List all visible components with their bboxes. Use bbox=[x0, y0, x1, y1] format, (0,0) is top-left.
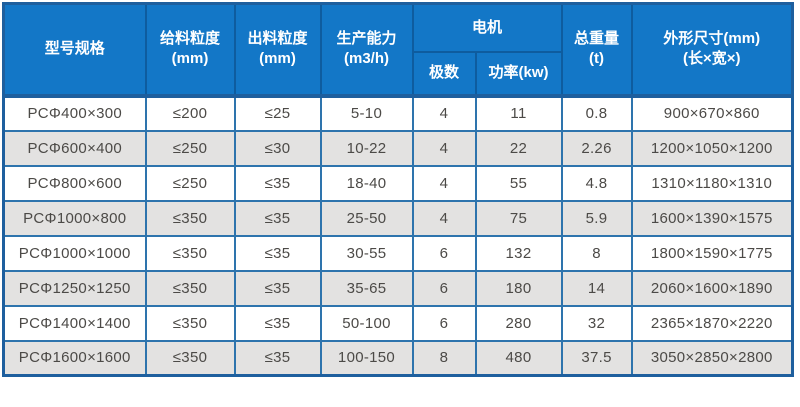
cell-poles: 6 bbox=[411, 234, 477, 272]
cell-poles: 4 bbox=[411, 94, 477, 132]
cell-model: PCΦ1000×800 bbox=[2, 199, 147, 237]
column-header-capacity: 生产能力 (m3/h) bbox=[319, 2, 414, 97]
cell-feed-size: ≤350 bbox=[144, 304, 236, 342]
cell-model: PCΦ400×300 bbox=[2, 94, 147, 132]
cell-model: PCΦ600×400 bbox=[2, 129, 147, 167]
column-header-poles: 极数 bbox=[411, 50, 477, 97]
column-header-dimensions: 外形尺寸(mm) (长×宽×) bbox=[630, 2, 794, 97]
table-body: PCΦ400×300 ≤200 ≤25 5-10 4 11 0.8 900×67… bbox=[2, 94, 794, 377]
cell-total-weight: 14 bbox=[560, 269, 633, 307]
cell-power: 55 bbox=[474, 164, 563, 202]
cell-capacity: 35-65 bbox=[319, 269, 414, 307]
cell-capacity: 100-150 bbox=[319, 339, 414, 377]
cell-capacity: 18-40 bbox=[319, 164, 414, 202]
cell-dimensions: 900×670×860 bbox=[630, 94, 794, 132]
column-header-output-size: 出料粒度 (mm) bbox=[233, 2, 322, 97]
cell-dimensions: 2365×1870×2220 bbox=[630, 304, 794, 342]
cell-capacity: 30-55 bbox=[319, 234, 414, 272]
cell-power: 75 bbox=[474, 199, 563, 237]
cell-output-size: ≤35 bbox=[233, 269, 322, 307]
cell-total-weight: 32 bbox=[560, 304, 633, 342]
cell-model: PCΦ1400×1400 bbox=[2, 304, 147, 342]
cell-output-size: ≤35 bbox=[233, 199, 322, 237]
cell-output-size: ≤35 bbox=[233, 339, 322, 377]
table-row: PCΦ1600×1600 ≤350 ≤35 100-150 8 480 37.5… bbox=[2, 339, 794, 377]
cell-dimensions: 1310×1180×1310 bbox=[630, 164, 794, 202]
cell-total-weight: 2.26 bbox=[560, 129, 633, 167]
column-header-total-weight: 总重量 (t) bbox=[560, 2, 633, 97]
cell-total-weight: 4.8 bbox=[560, 164, 633, 202]
table-row: PCΦ1000×1000 ≤350 ≤35 30-55 6 132 8 1800… bbox=[2, 234, 794, 272]
cell-output-size: ≤30 bbox=[233, 129, 322, 167]
cell-output-size: ≤25 bbox=[233, 94, 322, 132]
cell-output-size: ≤35 bbox=[233, 234, 322, 272]
table-row: PCΦ1000×800 ≤350 ≤35 25-50 4 75 5.9 1600… bbox=[2, 199, 794, 237]
cell-poles: 6 bbox=[411, 269, 477, 307]
column-header-model: 型号规格 bbox=[2, 2, 147, 97]
cell-feed-size: ≤250 bbox=[144, 129, 236, 167]
cell-capacity: 10-22 bbox=[319, 129, 414, 167]
cell-dimensions: 3050×2850×2800 bbox=[630, 339, 794, 377]
cell-poles: 4 bbox=[411, 164, 477, 202]
cell-power: 480 bbox=[474, 339, 563, 377]
column-header-feed-size: 给料粒度 (mm) bbox=[144, 2, 236, 97]
cell-poles: 6 bbox=[411, 304, 477, 342]
cell-dimensions: 2060×1600×1890 bbox=[630, 269, 794, 307]
cell-model: PCΦ1600×1600 bbox=[2, 339, 147, 377]
table-row: PCΦ400×300 ≤200 ≤25 5-10 4 11 0.8 900×67… bbox=[2, 94, 794, 132]
column-header-power: 功率(kw) bbox=[474, 50, 563, 97]
cell-power: 280 bbox=[474, 304, 563, 342]
cell-output-size: ≤35 bbox=[233, 304, 322, 342]
cell-dimensions: 1200×1050×1200 bbox=[630, 129, 794, 167]
cell-feed-size: ≤350 bbox=[144, 199, 236, 237]
cell-feed-size: ≤350 bbox=[144, 269, 236, 307]
cell-model: PCΦ1000×1000 bbox=[2, 234, 147, 272]
cell-feed-size: ≤200 bbox=[144, 94, 236, 132]
cell-total-weight: 8 bbox=[560, 234, 633, 272]
cell-power: 22 bbox=[474, 129, 563, 167]
cell-model: PCΦ1250×1250 bbox=[2, 269, 147, 307]
cell-total-weight: 5.9 bbox=[560, 199, 633, 237]
cell-total-weight: 0.8 bbox=[560, 94, 633, 132]
cell-feed-size: ≤350 bbox=[144, 339, 236, 377]
table-row: PCΦ800×600 ≤250 ≤35 18-40 4 55 4.8 1310×… bbox=[2, 164, 794, 202]
column-header-motor-group: 电机 bbox=[411, 2, 563, 53]
cell-power: 180 bbox=[474, 269, 563, 307]
table-row: PCΦ600×400 ≤250 ≤30 10-22 4 22 2.26 1200… bbox=[2, 129, 794, 167]
cell-dimensions: 1800×1590×1775 bbox=[630, 234, 794, 272]
header-row-sub: 极数 功率(kw) bbox=[4, 50, 793, 97]
cell-model: PCΦ800×600 bbox=[2, 164, 147, 202]
table-header: 型号规格 给料粒度 (mm) 出料粒度 (mm) 生产能力 (m3/h) 电机 … bbox=[2, 2, 794, 97]
specification-table: 型号规格 给料粒度 (mm) 出料粒度 (mm) 生产能力 (m3/h) 电机 … bbox=[2, 2, 794, 377]
cell-capacity: 25-50 bbox=[319, 199, 414, 237]
cell-output-size: ≤35 bbox=[233, 164, 322, 202]
cell-capacity: 5-10 bbox=[319, 94, 414, 132]
cell-poles: 8 bbox=[411, 339, 477, 377]
header-row-top: 型号规格 给料粒度 (mm) 出料粒度 (mm) 生产能力 (m3/h) 电机 … bbox=[2, 2, 794, 97]
cell-poles: 4 bbox=[411, 199, 477, 237]
cell-feed-size: ≤350 bbox=[144, 234, 236, 272]
cell-power: 11 bbox=[474, 94, 563, 132]
table-row: PCΦ1400×1400 ≤350 ≤35 50-100 6 280 32 23… bbox=[2, 304, 794, 342]
cell-dimensions: 1600×1390×1575 bbox=[630, 199, 794, 237]
cell-poles: 4 bbox=[411, 129, 477, 167]
cell-feed-size: ≤250 bbox=[144, 164, 236, 202]
cell-power: 132 bbox=[474, 234, 563, 272]
cell-total-weight: 37.5 bbox=[560, 339, 633, 377]
cell-capacity: 50-100 bbox=[319, 304, 414, 342]
table-row: PCΦ1250×1250 ≤350 ≤35 35-65 6 180 14 206… bbox=[2, 269, 794, 307]
